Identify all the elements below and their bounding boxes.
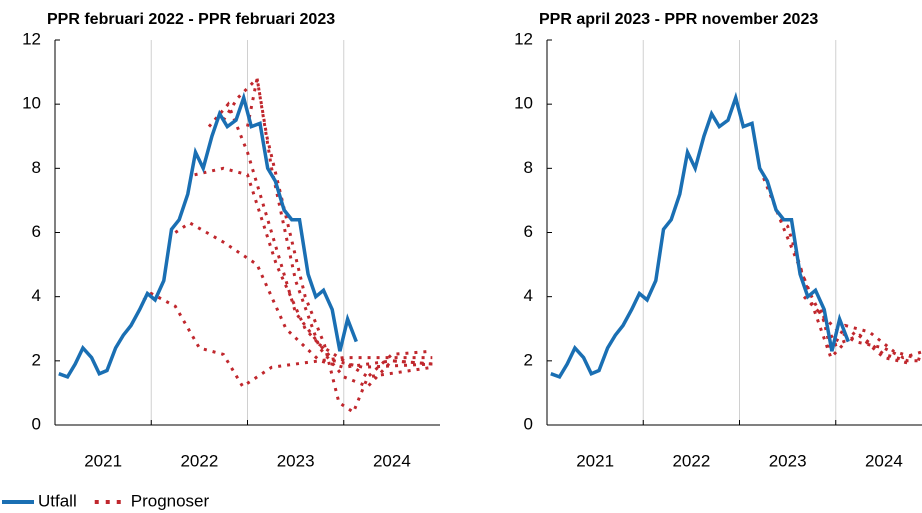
y-tick-label: 2 <box>524 350 533 369</box>
y-tick-label: 6 <box>524 222 533 241</box>
y-tick-label: 10 <box>514 94 533 113</box>
x-tick-label: 2021 <box>84 451 122 470</box>
legend-label: Utfall <box>38 491 77 510</box>
x-tick-label: 2022 <box>180 451 218 470</box>
chart-title: PPR februari 2022 - PPR februari 2023 <box>47 11 335 28</box>
y-tick-label: 6 <box>32 222 41 241</box>
y-tick-label: 4 <box>524 286 533 305</box>
forecast-line <box>142 291 433 389</box>
y-tick-label: 12 <box>22 29 41 48</box>
y-tick-label: 8 <box>524 158 533 177</box>
x-tick-label: 2022 <box>672 451 710 470</box>
chart-title: PPR april 2023 - PPR november 2023 <box>539 11 818 28</box>
y-tick-label: 4 <box>32 286 41 305</box>
y-tick-label: 0 <box>524 414 533 433</box>
legend-label: Prognoser <box>131 491 210 510</box>
y-tick-label: 12 <box>514 29 533 48</box>
forecast-line <box>207 101 433 379</box>
y-tick-label: 2 <box>32 350 41 369</box>
y-tick-label: 8 <box>32 158 41 177</box>
forecast-line <box>762 177 922 363</box>
outcome-line <box>550 91 850 380</box>
x-tick-label: 2023 <box>769 451 807 470</box>
x-tick-label: 2021 <box>576 451 614 470</box>
forecast-line <box>174 221 433 369</box>
forecast-line <box>246 78 433 415</box>
x-tick-label: 2024 <box>373 451 411 470</box>
y-tick-label: 10 <box>22 94 41 113</box>
forecast-line <box>802 295 922 360</box>
x-tick-label: 2023 <box>277 451 315 470</box>
y-tick-label: 0 <box>32 414 41 433</box>
forecast-line <box>778 218 914 366</box>
outcome-line <box>58 91 358 380</box>
x-tick-label: 2024 <box>865 451 903 470</box>
